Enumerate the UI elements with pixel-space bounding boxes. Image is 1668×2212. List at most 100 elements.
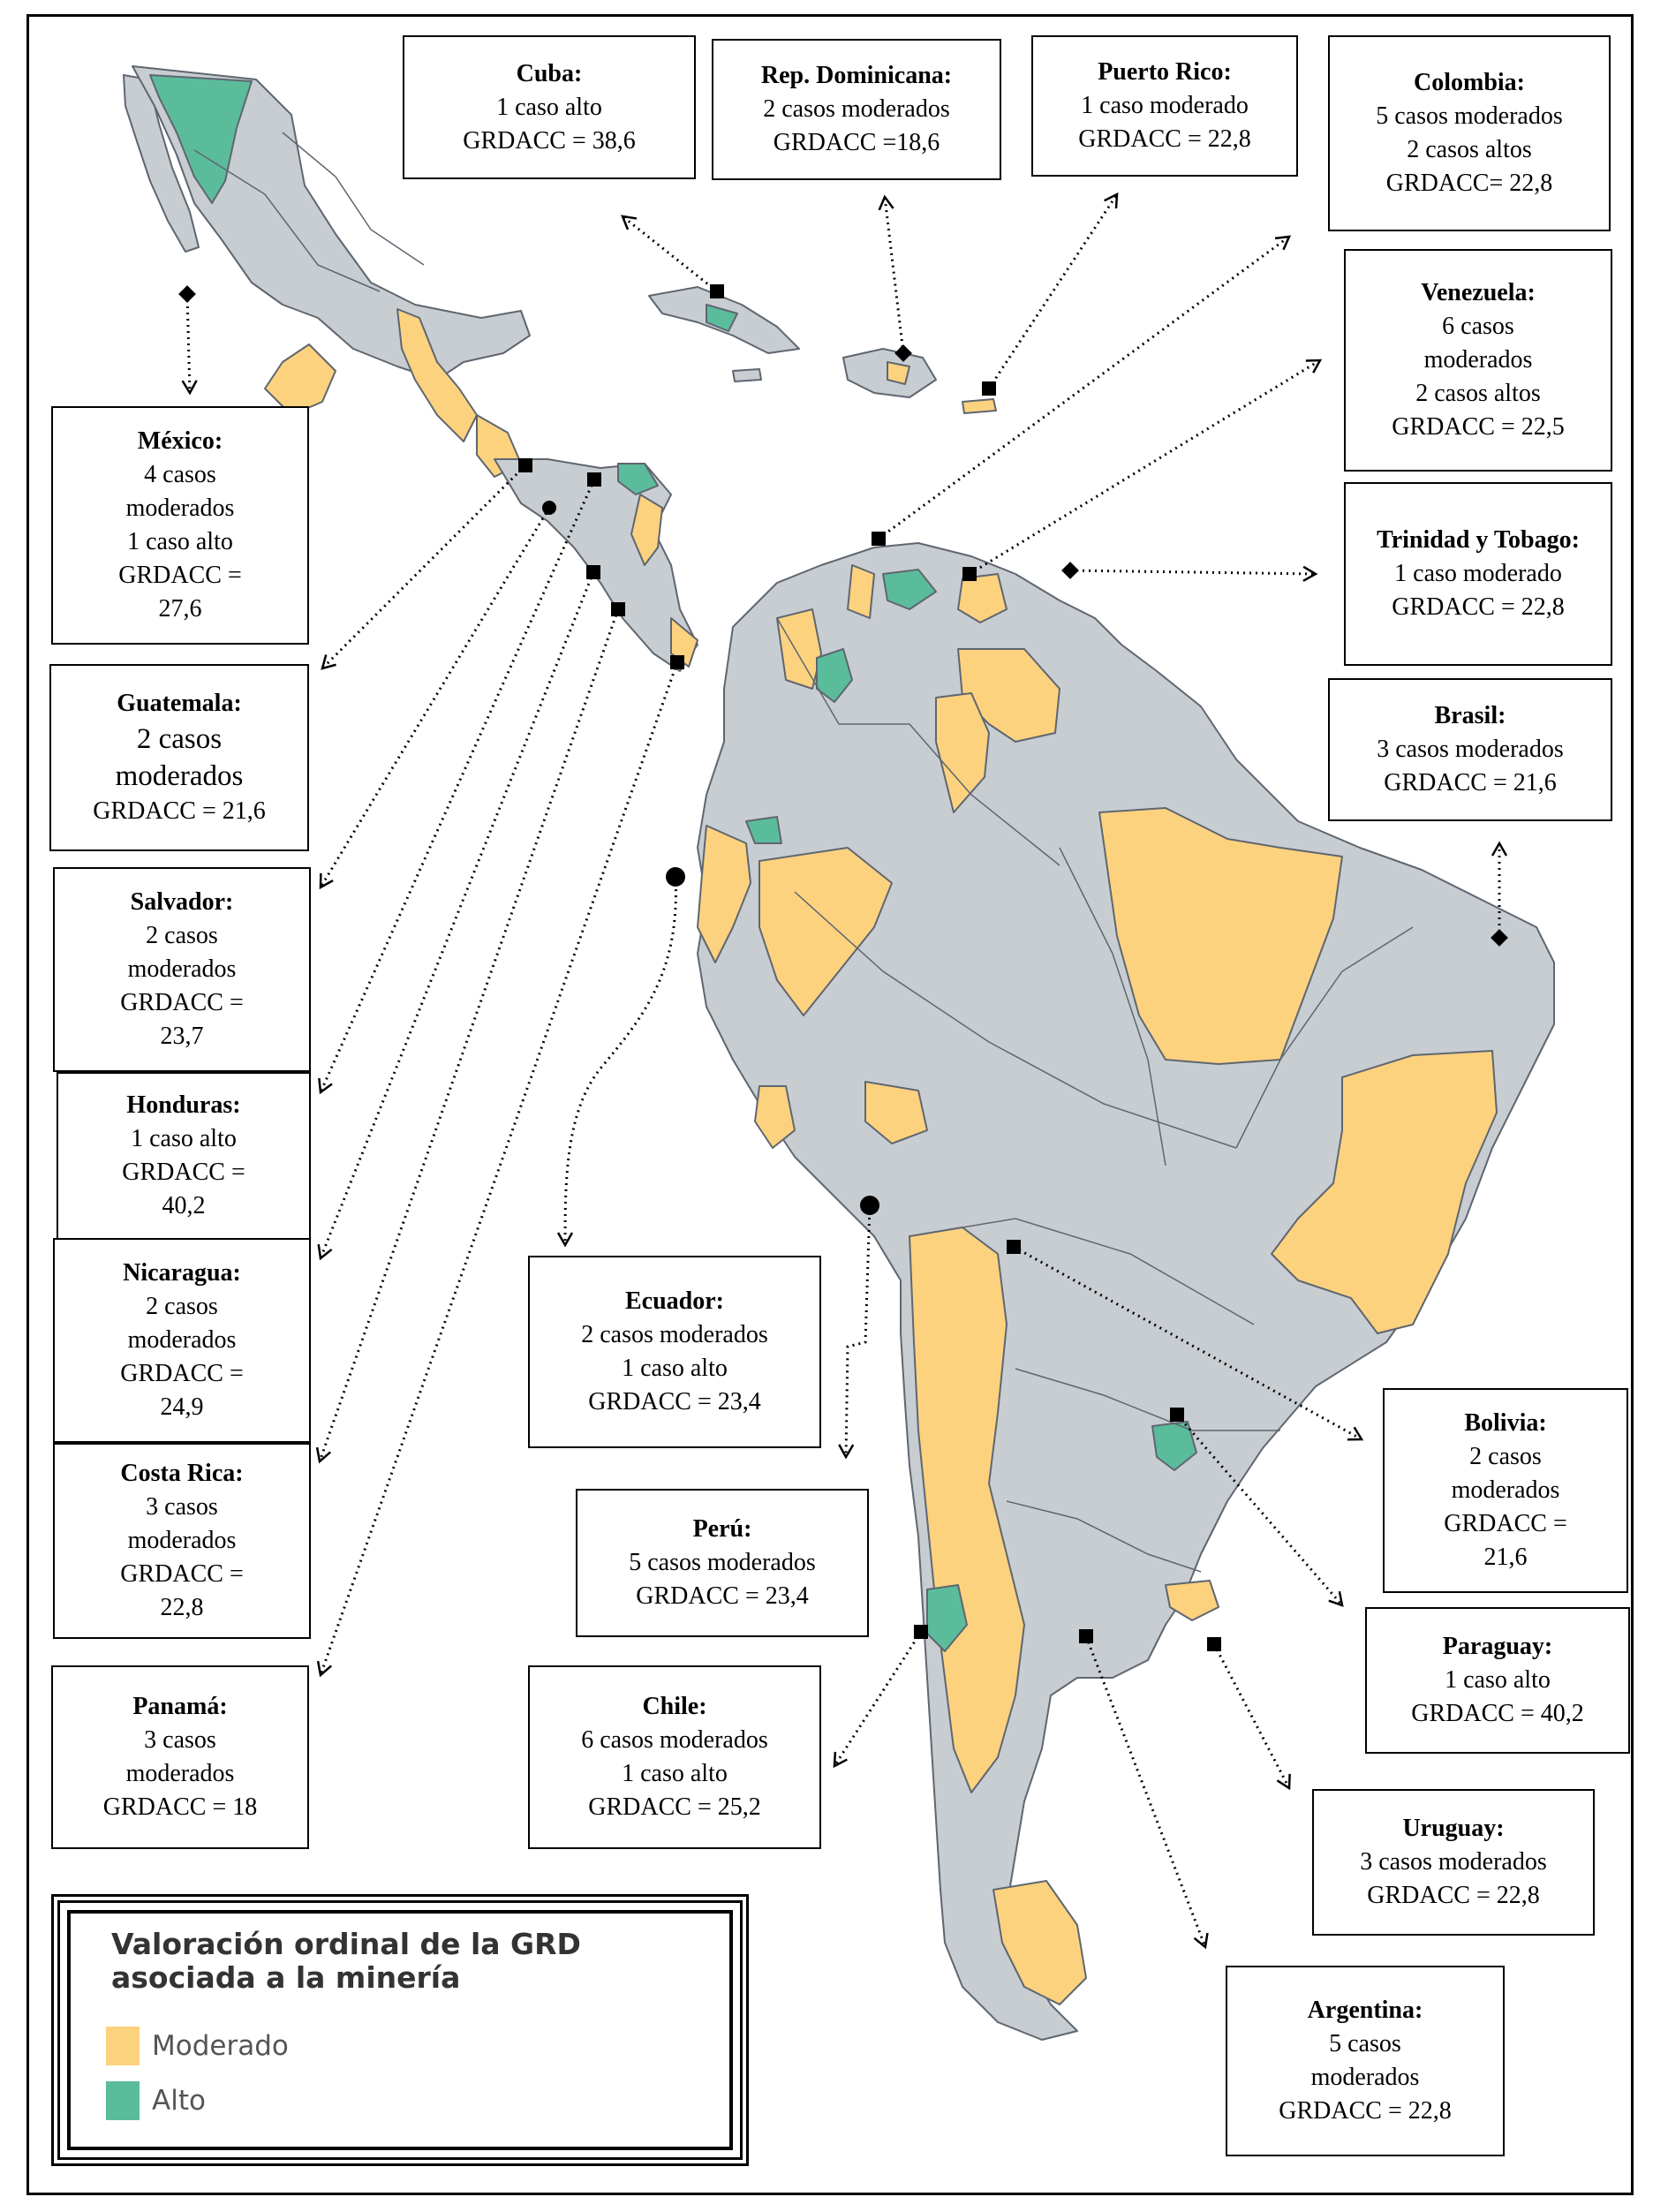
country-line: GRDACC= 22,8 (1385, 170, 1553, 197)
honduras-alto (617, 463, 659, 495)
connector-lines (181, 192, 1508, 1950)
country-box-trinidad: Trinidad y Tobago: 1 caso moderado GRDAC… (1344, 482, 1612, 666)
connector-guatemala (321, 464, 527, 670)
country-line: moderados (1423, 346, 1533, 374)
country-line: 2 casos altos (1407, 136, 1532, 163)
venezuela-alto (882, 569, 937, 610)
venezuela-mod-3 (935, 692, 990, 813)
country-line: 1 caso moderado (1394, 560, 1562, 587)
brasil-mod-bahia (1271, 1050, 1498, 1334)
ecuador-mod (697, 825, 751, 963)
country-line: 1 caso alto (1445, 1666, 1551, 1694)
country-line: 21,6 (1483, 1544, 1528, 1571)
country-box-costa-rica: Costa Rica: 3 casos moderados GRDACC = 2… (53, 1443, 311, 1639)
country-name: Honduras: (126, 1091, 241, 1119)
country-box-paraguay: Paraguay: 1 caso alto GRDACC = 40,2 (1365, 1607, 1630, 1754)
connector-cuba (621, 215, 718, 293)
country-name: Costa Rica: (120, 1460, 244, 1487)
country-line: GRDACC = 22,5 (1392, 413, 1565, 441)
country-box-ecuador: Ecuador: 2 casos moderados 1 caso alto G… (528, 1256, 821, 1448)
country-line: moderados (1310, 2064, 1420, 2091)
chile-argentina-mod (909, 1227, 1025, 1793)
peru-mod-2 (754, 1085, 796, 1149)
country-name: Rep. Dominicana: (760, 62, 953, 89)
legend-label: Alto (152, 2085, 206, 2117)
country-box-bolivia: Bolivia: 2 casos moderados GRDACC = 21,6 (1383, 1388, 1628, 1593)
country-line: GRDACC = (118, 562, 242, 589)
country-name: Trinidad y Tobago: (1377, 526, 1580, 554)
brasil-mod-para (1098, 807, 1343, 1065)
country-box-puerto-rico: Puerto Rico: 1 caso moderado GRDACC = 22… (1031, 35, 1298, 177)
country-box-panama: Panamá: 3 casos moderados GRDACC = 18 (51, 1665, 309, 1849)
country-box-uruguay: Uruguay: 3 casos moderados GRDACC = 22,8 (1312, 1789, 1595, 1936)
country-line: 2 casos moderados (581, 1321, 768, 1348)
country-line: GRDACC = (120, 1560, 244, 1588)
mexico-moderado-1 (264, 344, 336, 416)
country-line: 1 caso alto (131, 1125, 237, 1152)
country-line: 2 casos (136, 723, 223, 755)
country-name: Venezuela: (1421, 279, 1536, 306)
puerto-rico-island (962, 398, 997, 414)
country-name: Paraguay: (1442, 1633, 1553, 1660)
country-line: 3 casos (146, 1493, 218, 1521)
country-line: GRDACC = 25,2 (588, 1793, 761, 1821)
country-name: Guatemala: (117, 690, 242, 717)
connector-venezuela (969, 359, 1323, 576)
country-name: Cuba: (516, 59, 583, 87)
country-line: moderados (125, 494, 235, 522)
legend-swatch-alto (106, 2081, 140, 2120)
ca-moderado (630, 494, 663, 566)
cuba-alto (706, 304, 738, 332)
country-line: moderados (115, 760, 244, 792)
legend-swatch-moderado (106, 2027, 140, 2065)
connector-paraguay (1175, 1414, 1344, 1607)
country-line: GRDACC = 23,4 (636, 1582, 809, 1610)
legend-label: Moderado (152, 2030, 289, 2062)
legend-item-alto: Alto (106, 2081, 206, 2120)
country-line: 23,7 (160, 1023, 204, 1050)
country-line: 1 caso moderado (1081, 92, 1249, 119)
country-line: 1 caso alto (127, 528, 233, 555)
map-frame (26, 14, 1634, 2195)
country-box-venezuela: Venezuela: 6 casos moderados 2 casos alt… (1344, 249, 1612, 472)
internal-boundaries (193, 132, 1414, 1573)
connector-argentina (1084, 1635, 1209, 1950)
country-box-rep-dominicana: Rep. Dominicana: 2 casos moderados GRDAC… (712, 39, 1001, 180)
country-box-brasil: Brasil: 3 casos moderados GRDACC = 21,6 (1328, 678, 1612, 821)
country-line: moderados (1451, 1476, 1560, 1504)
country-line: moderados (127, 955, 237, 983)
venezuela-mod-1 (957, 573, 1008, 623)
country-line: 1 caso alto (622, 1760, 728, 1787)
country-name: Panamá: (132, 1693, 228, 1720)
country-name: Chile: (642, 1693, 707, 1720)
country-line: GRDACC = 40,2 (1411, 1700, 1584, 1727)
jamaica (732, 368, 762, 382)
country-line: 22,8 (160, 1594, 204, 1621)
colombia-mod-2 (847, 564, 875, 619)
map-legend: Valoración ordinal de la GRD asociada a … (51, 1894, 749, 2166)
peru-mod-3 (864, 1081, 928, 1144)
country-line: 6 casos (1442, 313, 1514, 340)
country-name: México: (137, 427, 223, 455)
country-name: Argentina: (1307, 1997, 1423, 2024)
country-name: Bolivia: (1464, 1409, 1547, 1437)
country-name: Perú: (692, 1515, 752, 1543)
country-line: 6 casos moderados (581, 1726, 768, 1754)
country-line: 3 casos moderados (1377, 736, 1564, 763)
country-line: 27,6 (158, 595, 202, 623)
country-box-cuba: Cuba: 1 caso alto GRDACC = 38,6 (403, 35, 696, 179)
country-line: GRDACC = 22,8 (1078, 125, 1251, 153)
country-name: Brasil: (1434, 702, 1506, 729)
country-box-chile: Chile: 6 casos moderados 1 caso alto GRD… (528, 1665, 821, 1849)
country-line: 40,2 (162, 1192, 206, 1219)
connector-uruguay (1212, 1643, 1291, 1791)
country-line: 3 casos moderados (1360, 1848, 1547, 1876)
country-name: Ecuador: (625, 1287, 724, 1315)
country-line: GRDACC = 22,8 (1367, 1882, 1540, 1909)
country-name: Uruguay: (1402, 1815, 1505, 1842)
country-line: 1 caso alto (622, 1355, 728, 1382)
country-line: GRDACC = 21,6 (1384, 769, 1557, 796)
country-line: GRDACC =18,6 (773, 129, 940, 156)
country-line: GRDACC = 22,8 (1392, 593, 1565, 621)
connector-pr (987, 192, 1119, 389)
